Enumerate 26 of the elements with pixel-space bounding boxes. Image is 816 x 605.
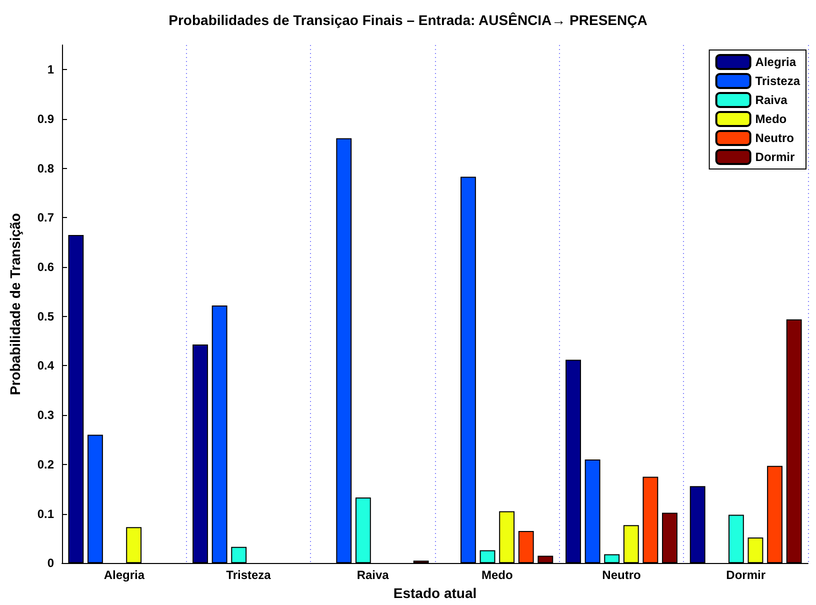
legend-label: Raiva — [755, 93, 788, 107]
legend-label: Medo — [755, 112, 787, 126]
y-tick-label: 0.5 — [37, 309, 54, 324]
y-tick-label: 0.9 — [37, 112, 54, 126]
legend-label: Dormir — [755, 150, 795, 164]
x-tick-label: Raiva — [356, 568, 390, 582]
y-tick-label: 0.4 — [37, 358, 54, 373]
legend-label: Tristeza — [755, 74, 800, 88]
x-tick-label: Medo — [481, 568, 513, 582]
x-axis-title: Estado atual — [393, 585, 477, 601]
x-tick-label: Dormir — [726, 568, 766, 582]
y-tick-label: 0.6 — [37, 260, 54, 274]
y-tick-label: 0.2 — [37, 457, 54, 472]
x-tick-label: Alegria — [104, 568, 145, 582]
chart-title: Probabilidades de Transiçao Finais – Entrada: AUSÊNCIA→ PRESENÇA — [168, 12, 648, 28]
legend-label: Alegria — [755, 55, 796, 69]
x-tick-label: Tristeza — [226, 568, 272, 582]
y-tick-label: 0.7 — [37, 210, 54, 225]
y-tick-label: 0.1 — [37, 506, 54, 521]
y-tick-label: 0 — [47, 556, 54, 570]
legend-label: Neutro — [755, 131, 794, 145]
y-tick-label: 1 — [47, 62, 54, 77]
y-axis-title: Probabilidade de Transição — [7, 213, 23, 396]
x-tick-label: Neutro — [602, 568, 641, 582]
y-tick-label: 0.8 — [37, 161, 54, 176]
y-tick-label: 0.3 — [37, 408, 54, 422]
